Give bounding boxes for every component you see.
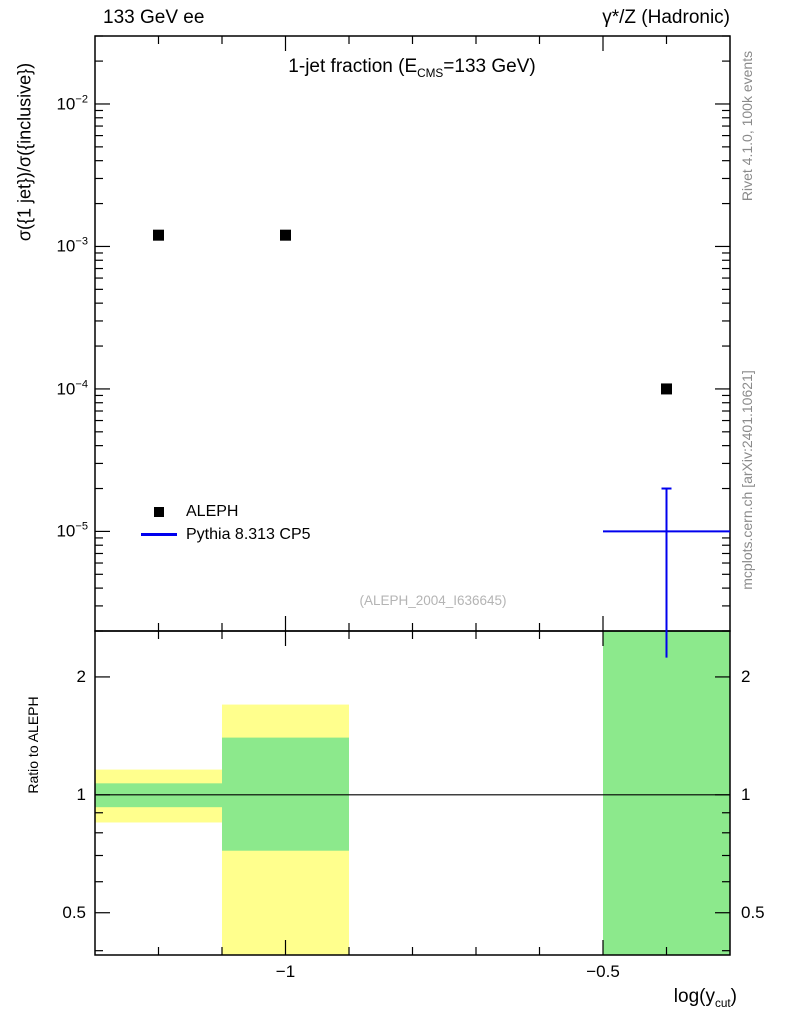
legend-label-pythia: Pythia 8.313 CP5 <box>186 525 311 543</box>
plot-title-pre: 1-jet fraction (E <box>288 56 418 77</box>
ratio-y-tick-label-right: 0.5 <box>741 902 765 922</box>
legend-item-aleph: ALEPH <box>140 500 311 523</box>
plot-title: 1-jet fraction (ECMS=133 GeV) <box>288 56 536 80</box>
x-axis-label: log(ycut) <box>673 986 737 1010</box>
main-y-tick-label: 10−3 <box>56 236 88 256</box>
header-beam-energy: 133 GeV ee <box>103 7 205 28</box>
x-tick-label: −1 <box>275 962 296 981</box>
main-y-tick-label: 10−5 <box>56 521 88 541</box>
aleph-data-point <box>153 229 164 241</box>
ratio-band-green <box>603 631 730 955</box>
y-axis-label: σ({1 jet})/σ({inclusive}) <box>14 62 35 242</box>
ratio-y-tick-label-left: 2 <box>76 666 86 686</box>
ratio-y-tick-label-left: 1 <box>76 784 86 804</box>
x-tick-label: −0.5 <box>586 962 620 981</box>
legend-marker-cell <box>140 506 178 517</box>
main-y-tick-label: 10−2 <box>56 93 88 114</box>
legend: ALEPH Pythia 8.313 CP5 <box>140 500 311 546</box>
ratio-y-tick-label-left: 0.5 <box>62 902 86 922</box>
rivet-version-text: Rivet 4.1.0, 100k events <box>739 50 755 202</box>
plot-title-sub: CMS <box>417 66 444 80</box>
x-axis-label-post: ) <box>730 986 737 1007</box>
x-axis-label-pre: log(y <box>673 986 715 1007</box>
plot-title-post: =133 GeV) <box>443 56 536 77</box>
ratio-y-tick-label-right: 1 <box>741 784 751 804</box>
analysis-watermark: (ALEPH_2004_I636645) <box>359 593 507 608</box>
aleph-data-point <box>661 383 672 395</box>
ratio-axis-label: Ratio to ALEPH <box>25 696 41 794</box>
header-process: γ*/Z (Hadronic) <box>602 7 730 28</box>
legend-marker-cell <box>140 533 178 536</box>
mcplots-reference-text: mcplots.cern.ch [arXiv:2401.10621] <box>739 370 755 590</box>
ratio-y-tick-label-right: 2 <box>741 666 751 686</box>
aleph-square-marker-icon <box>154 506 164 517</box>
x-axis-label-sub: cut <box>714 996 731 1010</box>
ratio-band-green <box>222 737 349 851</box>
aleph-data-point <box>280 229 291 241</box>
legend-item-pythia: Pythia 8.313 CP5 <box>140 523 311 546</box>
legend-label-aleph: ALEPH <box>186 502 239 520</box>
pythia-line-marker-icon <box>141 533 177 536</box>
main-y-tick-label: 10−4 <box>56 378 88 399</box>
